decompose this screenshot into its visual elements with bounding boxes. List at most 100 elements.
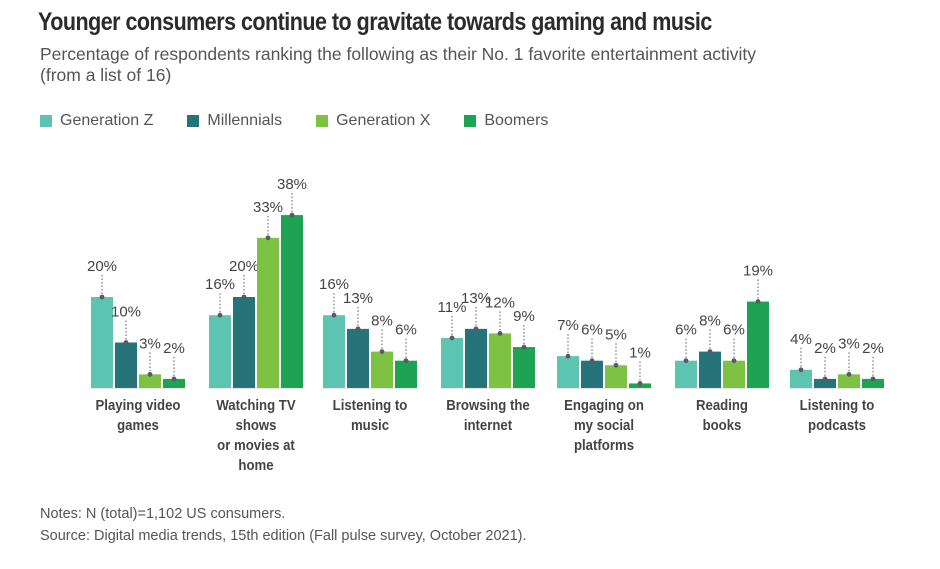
data-label: 3% — [139, 335, 161, 352]
notes-text: Notes: N (total)=1,102 US consumers. — [40, 506, 286, 522]
bar-3-5 — [747, 301, 769, 388]
legend-label: Boomers — [484, 112, 549, 129]
bar-1-4 — [581, 360, 603, 388]
marker-dot — [403, 358, 409, 364]
data-label: 20% — [87, 258, 117, 275]
bar-2-4 — [605, 365, 627, 388]
footnotes: Notes: N (total)=1,102 US consumers. Sou… — [40, 503, 527, 547]
marker-dot — [870, 376, 876, 382]
legend: Generation Z Millennials Generation X Bo… — [40, 112, 582, 130]
data-label: 5% — [605, 326, 627, 343]
marker-dot — [379, 349, 385, 354]
data-label: 8% — [371, 313, 393, 330]
bar-1-0 — [115, 342, 137, 388]
data-label: 6% — [723, 322, 745, 339]
marker-dot — [331, 312, 337, 318]
data-label: 1% — [629, 344, 651, 361]
data-label: 8% — [699, 313, 721, 330]
bar-2-0 — [139, 374, 161, 388]
bar-3-1 — [281, 215, 303, 388]
marker-dot — [289, 212, 295, 218]
data-label: 13% — [461, 290, 491, 307]
legend-swatch — [316, 115, 329, 127]
marker-dot — [565, 353, 571, 359]
marker-dot — [265, 235, 271, 241]
source-text: Source: Digital media trends, 15th editi… — [40, 528, 527, 544]
bar-2-3 — [489, 333, 511, 388]
subtitle-line-1: Percentage of respondents ranking the fo… — [40, 44, 756, 64]
bar-1-2 — [347, 328, 369, 388]
bar-3-0 — [163, 378, 185, 388]
chart-subtitle: Percentage of respondents ranking the fo… — [40, 44, 920, 86]
category-label: Listening to podcasts — [800, 396, 875, 433]
data-label: 13% — [343, 290, 373, 307]
marker-dot — [355, 326, 361, 332]
marker-dot — [521, 344, 527, 350]
marker-dot — [613, 362, 619, 368]
data-label: 10% — [111, 304, 141, 321]
data-label: 4% — [790, 331, 812, 348]
marker-dot — [731, 358, 737, 364]
legend-label: Generation X — [336, 112, 431, 129]
data-label: 6% — [675, 322, 697, 339]
legend-item-millennials: Millennials — [187, 112, 282, 130]
data-label: 9% — [513, 308, 535, 325]
marker-dot — [241, 294, 247, 300]
bar-0-2 — [323, 315, 345, 388]
bar-0-6 — [790, 369, 812, 388]
category-label: Watching TV shows or movies at home — [216, 396, 296, 473]
data-label: 20% — [229, 258, 259, 275]
data-label: 2% — [862, 340, 884, 357]
data-label: 33% — [253, 199, 283, 216]
data-label: 3% — [838, 335, 860, 352]
marker-dot — [99, 294, 105, 300]
marker-dot — [683, 358, 689, 364]
bar-2-5 — [723, 360, 745, 388]
bar-1-3 — [465, 328, 487, 388]
bar-0-0 — [91, 297, 113, 388]
marker-dot — [798, 367, 804, 373]
data-label: 6% — [581, 322, 603, 339]
data-label: 6% — [395, 322, 417, 339]
category-label: Playing video games — [96, 396, 181, 433]
chart-title: Younger consumers continue to gravitate … — [38, 8, 712, 36]
bar-0-3 — [441, 337, 463, 388]
bar-3-6 — [862, 378, 884, 388]
data-label: 19% — [743, 263, 773, 280]
bar-2-2 — [371, 351, 393, 388]
data-label: 16% — [319, 276, 349, 293]
marker-dot — [755, 299, 761, 304]
category-label: Browsing the internet — [446, 396, 530, 433]
marker-dot — [217, 312, 223, 318]
bar-0-5 — [675, 360, 697, 388]
marker-dot — [147, 371, 153, 377]
legend-label: Millennials — [207, 112, 283, 129]
bar-1-5 — [699, 351, 721, 388]
marker-dot — [822, 376, 828, 382]
marker-dot — [637, 381, 643, 386]
bar-3-2 — [395, 360, 417, 388]
legend-item-gen-z: Generation Z — [40, 112, 153, 130]
category-label: Listening to music — [333, 396, 408, 433]
category-label: Reading books — [696, 396, 748, 433]
marker-dot — [171, 376, 177, 382]
data-label: 7% — [557, 317, 579, 334]
data-label: 11% — [438, 299, 467, 316]
marker-dot — [497, 331, 503, 336]
data-label: 38% — [277, 176, 307, 193]
data-label: 2% — [163, 340, 185, 357]
data-label: 2% — [814, 340, 836, 357]
legend-label: Generation Z — [60, 112, 154, 129]
bar-0-4 — [557, 356, 579, 388]
legend-swatch — [464, 115, 477, 127]
marker-dot — [589, 358, 595, 364]
data-label: 16% — [205, 276, 235, 293]
bar-1-1 — [233, 297, 255, 388]
data-label: 12% — [485, 294, 515, 311]
bar-1-6 — [814, 378, 836, 388]
marker-dot — [449, 335, 455, 341]
marker-dot — [123, 340, 129, 345]
bar-3-3 — [513, 347, 535, 388]
legend-item-gen-x: Generation X — [316, 112, 430, 130]
